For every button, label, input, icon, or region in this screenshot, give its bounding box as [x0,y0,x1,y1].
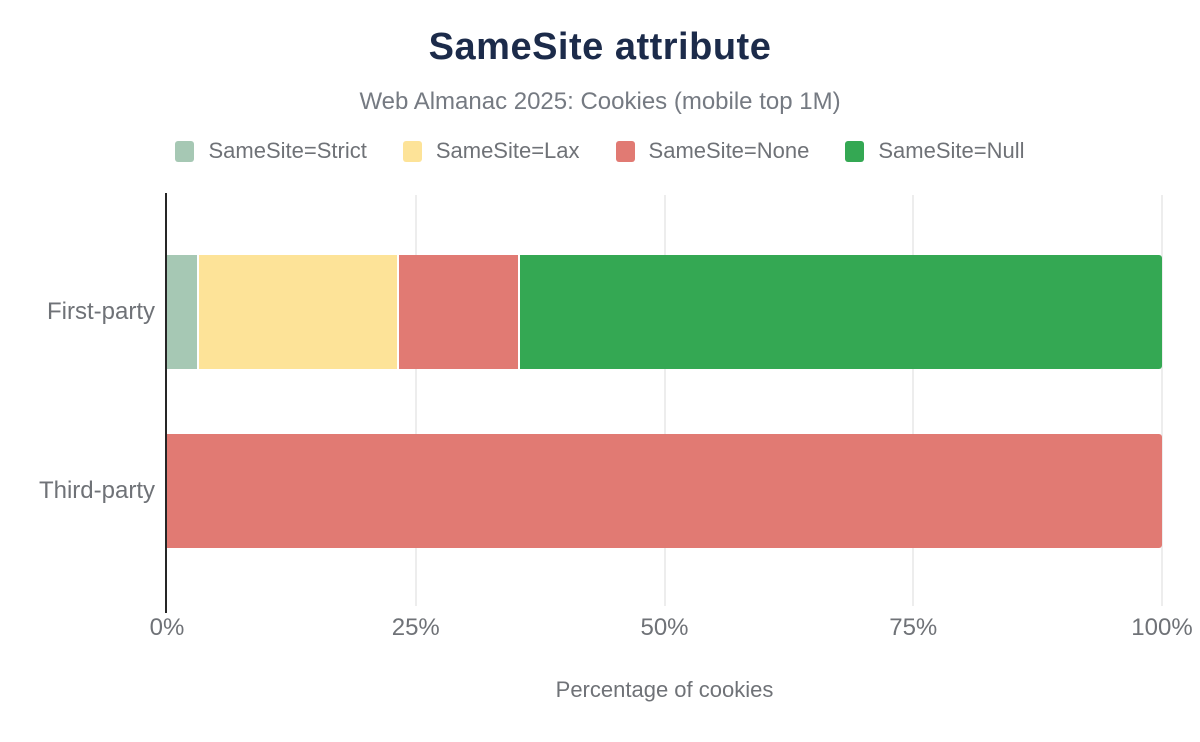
legend-label: SameSite=Lax [435,138,580,163]
legend-label: SameSite=None [648,138,810,163]
legend-marker-samesite-null [845,140,865,162]
legend-item-samesite-lax[interactable]: SameSite=Lax [402,138,580,164]
legend-item-samesite-none[interactable]: SameSite=None [615,138,810,164]
x-tick-25%: 25% [391,614,440,641]
chart-title: SameSite attribute [428,26,772,68]
gridline-100% [1161,195,1163,606]
gridline-75% [912,195,915,606]
bar-segment-first-party-samesite-strict[interactable] [167,255,197,369]
category-label-first-party: First-party [47,298,155,325]
gridline-25% [414,195,417,606]
bar-segment-first-party-samesite-none[interactable] [399,255,519,369]
bar-segment-first-party-samesite-lax[interactable] [198,255,398,369]
legend-marker-samesite-lax [402,140,422,162]
chart-subtitle: Web Almanac 2025: Cookies (mobile top 1M… [359,88,841,115]
legend-label: SameSite=Null [878,138,1025,163]
bar-first-party [167,255,1162,369]
gridline-50% [663,195,666,606]
x-tick-50%: 50% [640,614,689,641]
legend-marker-samesite-none [615,140,635,162]
bar-segment-first-party-samesite-null[interactable] [520,255,1162,369]
bar-third-party [167,434,1162,548]
x-tick-75%: 75% [889,614,938,641]
bar-segment-third-party-samesite-none[interactable] [167,434,1162,548]
legend-item-samesite-strict[interactable]: SameSite=Strict [175,138,367,164]
category-label-third-party: Third-party [38,477,155,504]
legend: SameSite=Strict SameSite=Lax SameSite=None… [0,138,1200,164]
x-tick-100%: 100% [1131,614,1193,641]
legend-item-samesite-null[interactable]: SameSite=Null [845,138,1025,164]
x-tick-0%: 0% [149,614,185,641]
legend-label: SameSite=Strict [208,138,367,163]
x-axis-title: Percentage of cookies [555,677,774,702]
y-axis-line [165,193,167,613]
legend-marker-samesite-strict [175,140,195,162]
